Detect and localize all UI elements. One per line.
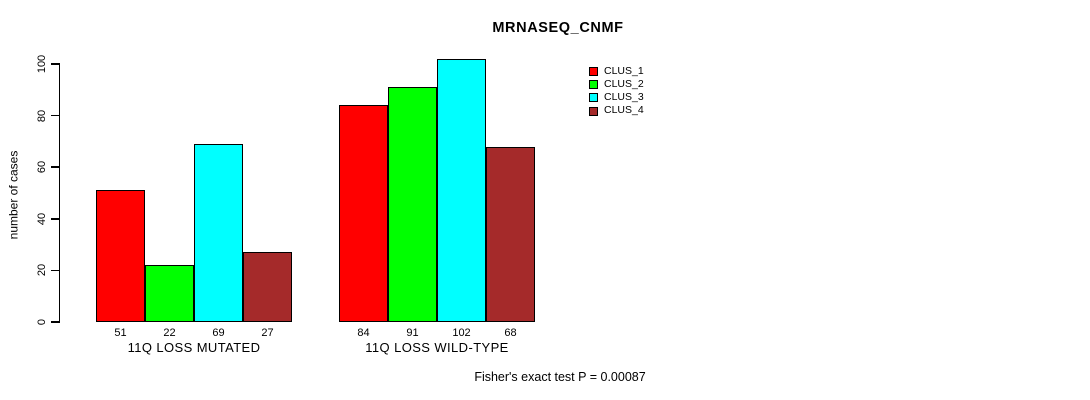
y-axis-line <box>58 64 61 322</box>
bar-clus_2-group2 <box>388 87 437 322</box>
y-tick-label: 80 <box>35 109 48 122</box>
bar-clus_3-group2 <box>437 58 486 322</box>
y-tick <box>51 269 60 272</box>
y-tick <box>51 321 60 323</box>
bar-value-label: 102 <box>452 327 471 339</box>
y-tick <box>51 114 60 117</box>
y-tick <box>51 63 60 65</box>
bar-value-label: 27 <box>261 327 274 339</box>
bar-clus_3-group1 <box>194 143 243 322</box>
y-tick <box>51 166 60 168</box>
bar-clus_1-group2 <box>339 105 388 322</box>
bar-value-label: 22 <box>163 327 176 339</box>
y-tick-label: 20 <box>35 264 48 277</box>
bar-value-label: 84 <box>357 327 370 339</box>
chart-title: MRNASEQ_CNMF <box>492 20 624 36</box>
legend-swatch-clus_1 <box>589 67 598 76</box>
y-tick <box>51 218 60 220</box>
legend-label-clus_4: CLUS_4 <box>604 104 644 117</box>
y-tick-label: 0 <box>35 318 48 326</box>
bar-value-label: 91 <box>406 327 419 339</box>
legend-label-clus_2: CLUS_2 <box>604 77 644 90</box>
bar-clus_2-group1 <box>145 265 194 322</box>
group-label: 11Q LOSS MUTATED <box>127 340 261 355</box>
bar-clus_4-group1 <box>243 252 292 322</box>
y-tick-label: 60 <box>35 161 48 174</box>
legend-swatch-clus_2 <box>589 80 598 90</box>
bar-value-label: 51 <box>114 327 127 339</box>
y-tick-label: 100 <box>35 54 48 74</box>
bar-clus_4-group2 <box>486 146 535 322</box>
legend-swatch-clus_3 <box>589 93 598 103</box>
group-label: 11Q LOSS WILD-TYPE <box>365 340 509 355</box>
bar-value-label: 69 <box>212 327 225 339</box>
fisher-test-annotation: Fisher's exact test P = 0.00087 <box>474 370 646 384</box>
legend-swatch-clus_4 <box>589 106 598 116</box>
bar-value-label: 68 <box>504 327 517 339</box>
y-tick-label: 40 <box>35 212 48 225</box>
legend-label-clus_1: CLUS_1 <box>604 64 644 77</box>
bar-clus_1-group1 <box>96 190 145 322</box>
legend-label-clus_3: CLUS_3 <box>604 91 644 104</box>
